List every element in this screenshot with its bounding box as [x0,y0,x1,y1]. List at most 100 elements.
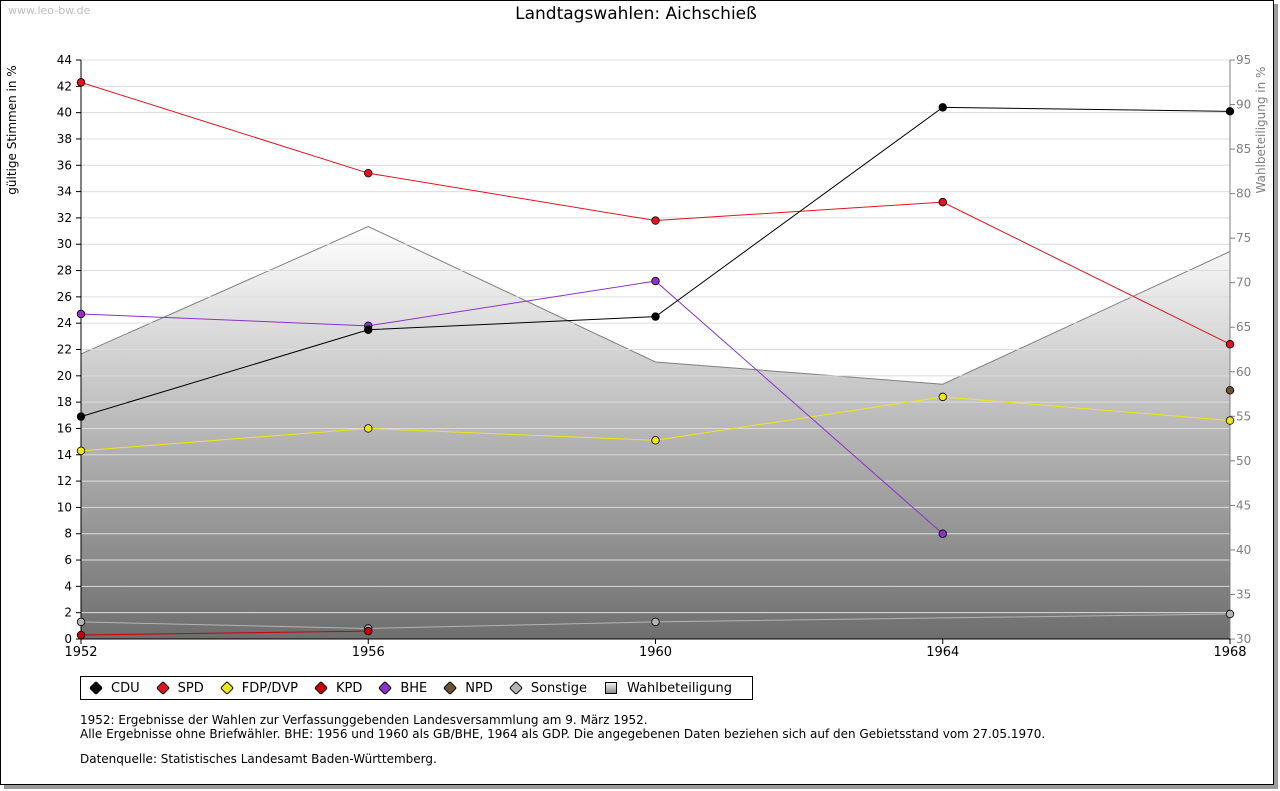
legend-label-bhe: BHE [400,680,428,696]
legend-item-sonstige: Sonstige [508,680,588,696]
data-point-spd [1225,340,1235,349]
data-point-npd [1225,386,1235,395]
x-tick-label: 1968 [1213,645,1246,660]
data-point-fdp-dvp [938,392,947,402]
y2-tick-label: 55 [1236,409,1251,423]
y2-tick-label: 40 [1236,543,1251,557]
series-line-sonstige [80,613,1231,629]
data-point-cdu [364,325,373,334]
y2-tick-label: 30 [1236,632,1251,646]
y2-tick-label: 70 [1236,276,1251,290]
legend-marker-fdp-dvp [219,680,234,696]
legend-item-cdu: CDU [88,680,140,696]
data-source: Datenquelle: Statistisches Landesamt Bad… [80,752,437,766]
y-tick-label: 38 [57,132,72,146]
y2-tick-label: 60 [1236,365,1251,379]
legend-marker-wahlbeteiligung [605,682,618,694]
data-point-spd [651,216,660,225]
legend-marker-kpd [313,680,329,696]
y-tick-label: 30 [57,237,72,251]
series-line-kpd [80,630,369,636]
legend-marker-spd [155,680,170,696]
data-point-cdu [1225,107,1235,116]
data-point-kpd [364,626,373,636]
y2-tick-label: 90 [1236,98,1251,112]
turnout-line [80,226,1231,385]
series-line-bhe [80,280,944,535]
data-point-bhe [938,529,947,538]
x-tick-label: 1960 [639,645,672,660]
legend-label-fdp-dvp: FDP/DVP [241,680,298,696]
data-point-cdu [76,412,86,421]
legend-item-wahlbeteiligung: Wahlbeteiligung [605,681,732,696]
data-point-fdp-dvp [1225,416,1235,425]
data-point-fdp-dvp [364,424,373,433]
watermark: www.leo-bw.de [8,4,91,17]
note-line-1: 1952: Ergebnisse der Wahlen zur Verfassu… [80,713,648,727]
data-point-sonstige [651,617,660,627]
data-point-cdu [938,103,947,112]
y-tick-label: 24 [57,316,72,330]
y2-tick-label: 85 [1236,142,1251,156]
y-tick-label: 0 [64,632,72,646]
y-tick-label: 6 [64,553,72,567]
y-tick-label: 22 [57,343,72,357]
y-tick-label: 16 [57,421,72,435]
data-point-bhe [651,276,660,286]
legend-marker-bhe [378,680,393,696]
y2-tick-label: 65 [1236,320,1251,334]
y-tick-label: 40 [57,106,72,120]
y-tick-label: 18 [57,395,72,409]
x-tick-label: 1956 [352,645,385,660]
data-point-spd [76,78,86,87]
data-point-sonstige [1225,609,1235,619]
turnout-area [81,226,1230,639]
data-point-spd [364,168,373,178]
note-line-2: Alle Ergebnisse ohne Briefwähler. BHE: 1… [80,727,1046,741]
legend-item-kpd: KPD [313,680,363,696]
legend-label-sonstige: Sonstige [530,680,588,696]
x-tick-label: 1952 [64,645,97,660]
y-tick-label: 8 [64,527,72,541]
y2-tick-label: 80 [1236,187,1251,201]
data-point-fdp-dvp [651,436,660,445]
legend-item-spd: SPD [155,680,204,696]
y2-tick-label: 45 [1236,498,1251,512]
y2-tick-label: 50 [1236,454,1251,468]
y2-tick-label: 75 [1236,231,1251,245]
chart-plot: 0246810121416182022242628303234363840424… [57,53,1252,660]
data-point-fdp-dvp [76,446,86,456]
legend-marker-sonstige [508,680,523,696]
y-tick-label: 36 [57,158,72,172]
legend-marker-cdu [88,680,104,696]
data-point-bhe [76,309,86,319]
legend-item-npd: NPD [443,680,493,696]
data-point-sonstige [76,617,86,627]
y2-tick-label: 95 [1236,53,1251,67]
y-tick-label: 4 [64,579,72,593]
y2-tick-label: 35 [1236,587,1251,601]
chart-title: Landtagswahlen: Aichschieß [515,4,757,24]
y-tick-label: 44 [57,53,72,67]
data-point-cdu [651,312,660,321]
y-tick-label: 12 [57,474,72,488]
y-tick-label: 42 [57,79,72,93]
chart-notes: 1952: Ergebnisse der Wahlen zur Verfassu… [80,713,1045,741]
legend-label-cdu: CDU [111,680,140,696]
legend-label-kpd: KPD [335,680,363,696]
legend-label-wahlbeteiligung: Wahlbeteiligung [627,680,733,696]
y-tick-label: 14 [57,448,72,462]
legend: CDU SPD FDP/DVP KPD BHE NPD Sonstige Wahlbeteil… [80,676,754,700]
x-tick-label: 1964 [926,645,959,660]
data-point-kpd [76,630,86,640]
legend-label-spd: SPD [177,680,204,696]
legend-marker-npd [443,680,458,696]
y-tick-label: 28 [57,264,72,278]
y-tick-label: 2 [64,606,72,620]
y-tick-label: 10 [57,500,72,514]
y-tick-label: 34 [57,185,72,199]
y-tick-label: 20 [57,369,72,383]
data-point-spd [938,197,947,207]
y-tick-label: 26 [57,290,72,304]
y-tick-label: 32 [57,211,72,225]
